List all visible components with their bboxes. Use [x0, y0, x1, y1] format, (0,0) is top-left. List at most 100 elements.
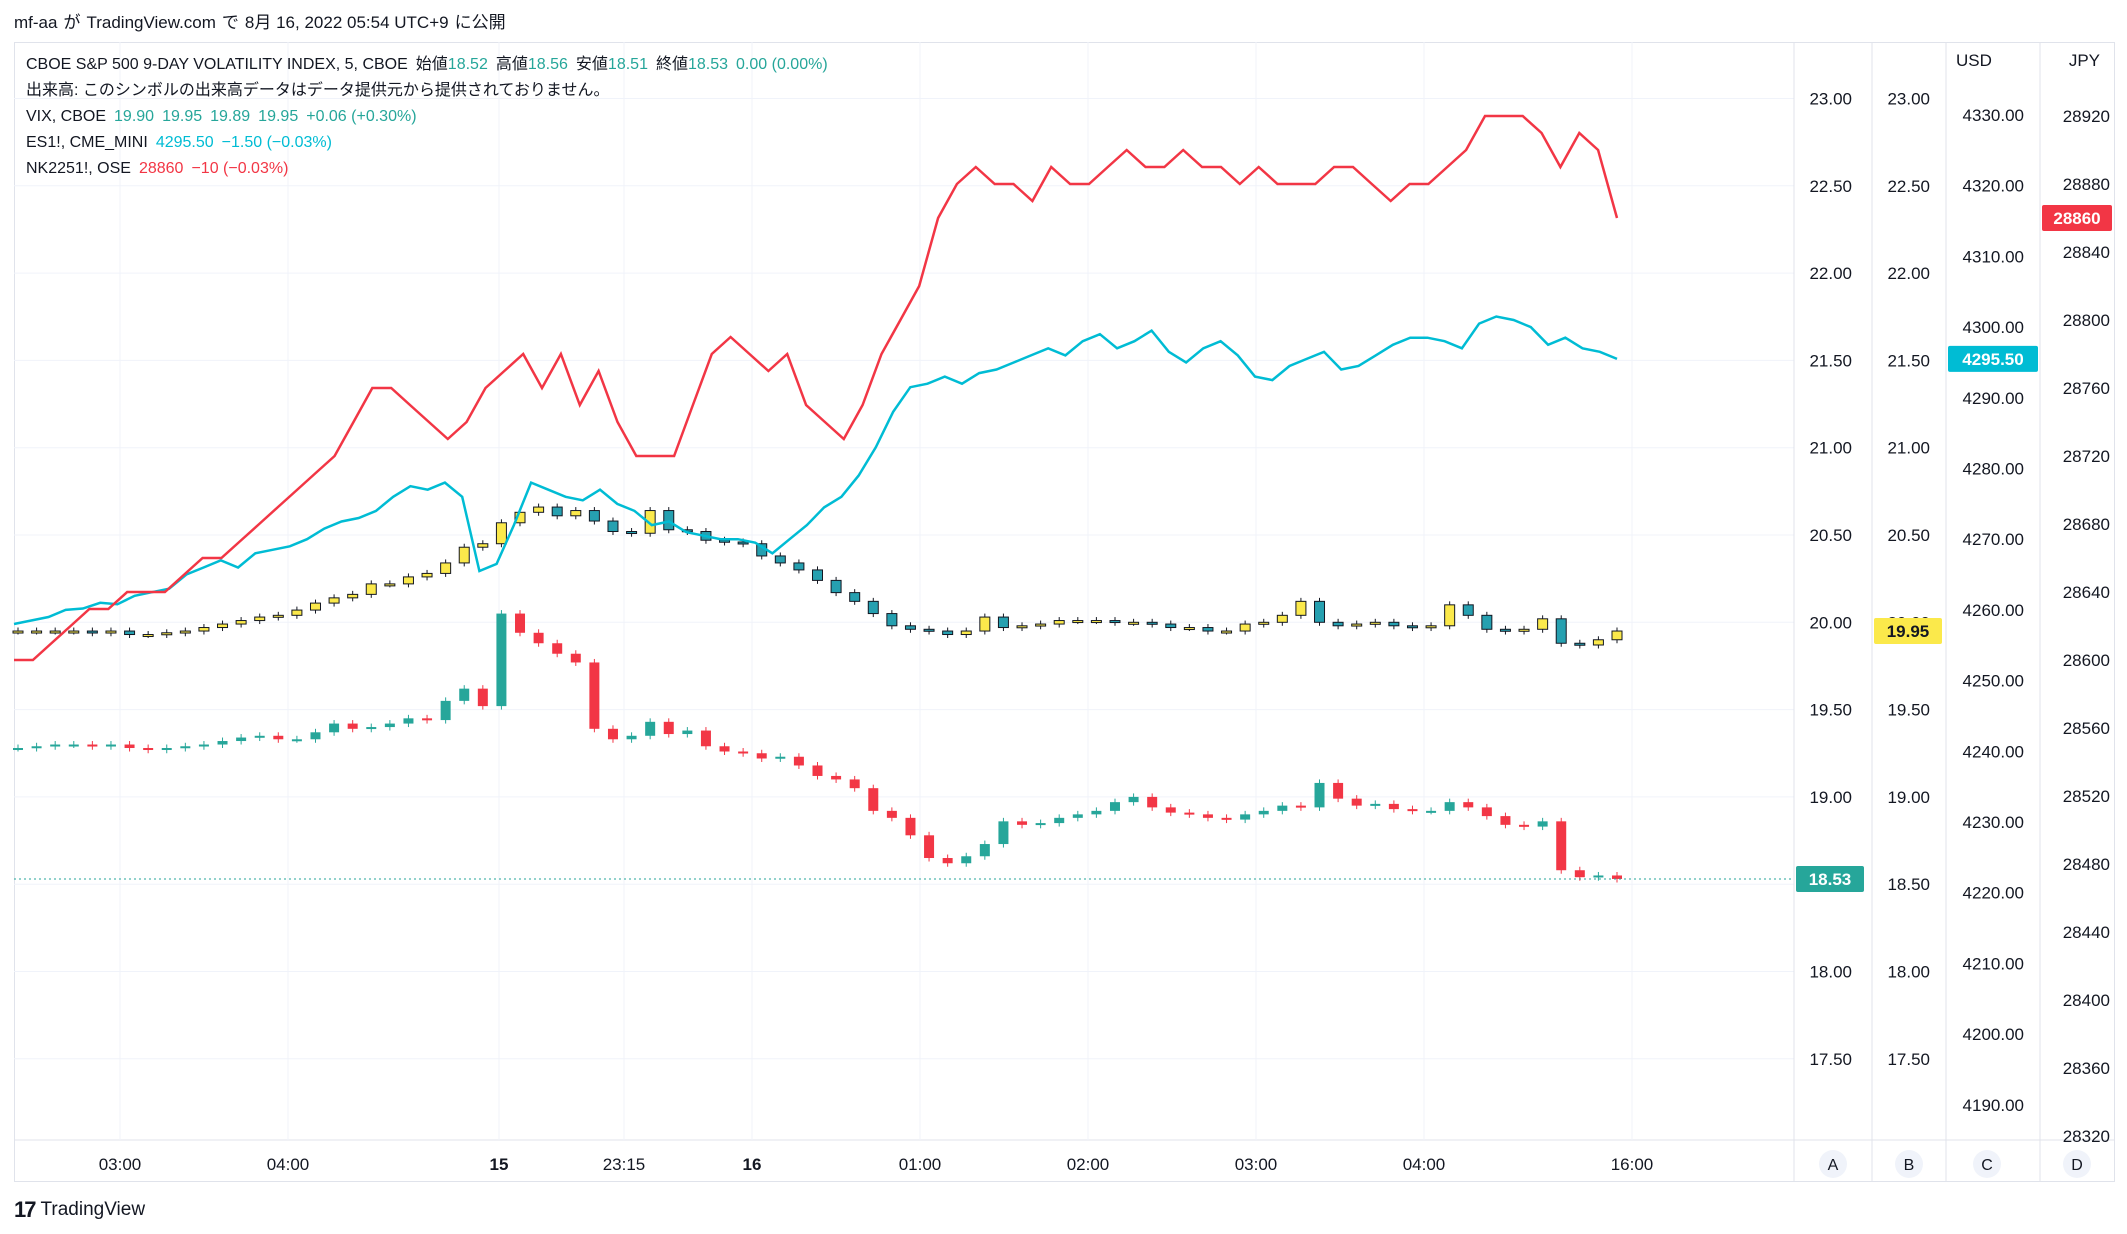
vix9d-candle: [1035, 823, 1046, 826]
x-tick-label: 15: [490, 1155, 509, 1174]
vix9d-candle: [1202, 814, 1213, 818]
chart-legend: CBOE S&P 500 9-DAY VOLATILITY INDEX, 5, …: [26, 52, 836, 182]
vix-candle: [1239, 623, 1251, 632]
vix-candle: [1128, 621, 1140, 625]
publish-date: 8月 16, 2022 05:54 UTC+9: [244, 13, 449, 32]
legend-vix-high: 19.95: [162, 108, 203, 125]
vix9d-candle: [1314, 782, 1325, 808]
badge-es-last-bg: [1948, 345, 2038, 372]
legend-vix: VIX, CBOE 19.90 19.95 19.89 19.95 +0.06 (+0.3…: [26, 104, 836, 130]
header-de: で: [221, 13, 239, 32]
vix-candle: [495, 522, 507, 545]
author-name[interactable]: mf-aa: [14, 13, 58, 32]
vix-candle: [1053, 620, 1065, 625]
badge-vix9d-last: 18.53: [1809, 870, 1852, 889]
vix-candle: [309, 602, 321, 611]
vix9d-candle: [1277, 805, 1288, 811]
vix9d-candle: [254, 735, 265, 738]
vix-candle: [179, 630, 191, 634]
legend-es: ES1!, CME_MINI 4295.50 −1.50 (−0.03%): [26, 130, 836, 156]
footer-brand[interactable]: 17 TradingView: [14, 1197, 145, 1223]
axis-c-tick: 4200.00: [1963, 1025, 2024, 1044]
vix9d-candle: [1109, 802, 1120, 811]
badge-nk-last-bg: [2042, 205, 2112, 231]
vix9d-candle: [607, 728, 618, 740]
vix-candle: [1351, 623, 1363, 627]
nk-series-line: [14, 114, 1619, 662]
vix9d-candle: [68, 744, 79, 747]
axis-b-tick: 18.50: [1887, 875, 1930, 894]
legend-es-symbol[interactable]: ES1!, CME_MINI: [26, 134, 148, 151]
vix9d-candle: [1054, 817, 1065, 824]
vix9d-candle: [775, 756, 786, 759]
legend-close: 18.53: [687, 56, 729, 73]
vix-candle: [607, 520, 619, 533]
vix9d-candle: [124, 744, 135, 749]
vix9d-candle: [1593, 875, 1604, 878]
x-tick-label: 04:00: [1403, 1155, 1446, 1174]
axis-a-tick: 19.00: [1809, 788, 1852, 807]
axis-d-tick: 28840: [2063, 243, 2110, 262]
axis-a-tick: 20.50: [1809, 526, 1852, 545]
legend-vix-symbol[interactable]: VIX, CBOE: [26, 108, 107, 125]
vix9d-candle: [924, 835, 935, 859]
vix-candle: [328, 597, 340, 604]
published-header: mf-aa が TradingView.com で 8月 16, 2022 05:54 …: [14, 8, 512, 33]
x-tick-label: 01:00: [899, 1155, 942, 1174]
vix9d-candle: [552, 643, 563, 654]
vix9d-candle: [180, 746, 191, 749]
vix9d-candle: [812, 765, 823, 776]
x-tick-label: 16:00: [1611, 1155, 1654, 1174]
vix-candle: [644, 510, 656, 534]
vix9d-candle: [626, 735, 637, 740]
axis-c-tick: 4300.00: [1963, 318, 2024, 337]
legend-open: 18.52: [447, 56, 488, 73]
axis-c-tick: 4270.00: [1963, 530, 2024, 549]
x-tick-label: 16: [743, 1155, 762, 1174]
vix-candle: [737, 541, 749, 545]
axis-b-tick: 19.50: [1887, 701, 1930, 720]
axis-c-tick: 4280.00: [1963, 460, 2024, 479]
vix9d-candle: [1556, 821, 1567, 871]
vix9d-candle: [31, 746, 42, 749]
vix-candle: [235, 620, 247, 625]
vix-candle: [1109, 620, 1121, 624]
badge-vix-last-bg: [1874, 618, 1942, 645]
vix9d-candle: [105, 744, 116, 747]
axis-c-tick: 4240.00: [1963, 742, 2024, 761]
vix-candle: [1462, 604, 1474, 616]
vix9d-candle: [868, 788, 879, 811]
vix9d-candle: [998, 821, 1009, 845]
legend-nk-symbol[interactable]: NK2251!, OSE: [26, 160, 131, 177]
legend-low: 18.51: [607, 56, 648, 73]
vix9d-candle: [198, 744, 209, 747]
vix9d-candle: [310, 732, 321, 740]
vix9d-candle: [13, 748, 23, 751]
vix9d-candle: [1574, 870, 1585, 878]
vix9d-candle: [366, 727, 377, 730]
vix-candle: [198, 627, 210, 632]
x-tick-label: 03:00: [99, 1155, 142, 1174]
vix9d-candle: [1240, 814, 1251, 820]
vix-candle: [12, 630, 24, 634]
vix-candle: [923, 628, 935, 632]
axis-b-tick: 22.00: [1887, 264, 1930, 283]
axis-c-tick: 4290.00: [1963, 389, 2024, 408]
axis-c-unit: USD: [1956, 51, 1992, 70]
vix9d-candle: [1128, 796, 1139, 803]
vix-candle: [1425, 625, 1437, 629]
vix-candle: [812, 569, 823, 581]
legend-nk-last: 28860: [138, 160, 184, 177]
vix-candle: [1537, 618, 1549, 630]
legend-main-symbol[interactable]: CBOE S&P 500 9-DAY VOLATILITY INDEX, 5, …: [26, 56, 408, 73]
vix-candle: [942, 630, 954, 636]
legend-open-label: 始値: [415, 56, 448, 73]
site-name[interactable]: TradingView.com: [86, 13, 216, 32]
vix9d-candle: [1537, 821, 1548, 827]
vix-candle: [1183, 627, 1195, 631]
vix-candle: [1406, 625, 1418, 629]
scale-letter-c: C: [1981, 1157, 1993, 1174]
scale-letter-bg: [1819, 1150, 1847, 1178]
vix9d-candle: [1612, 875, 1622, 879]
